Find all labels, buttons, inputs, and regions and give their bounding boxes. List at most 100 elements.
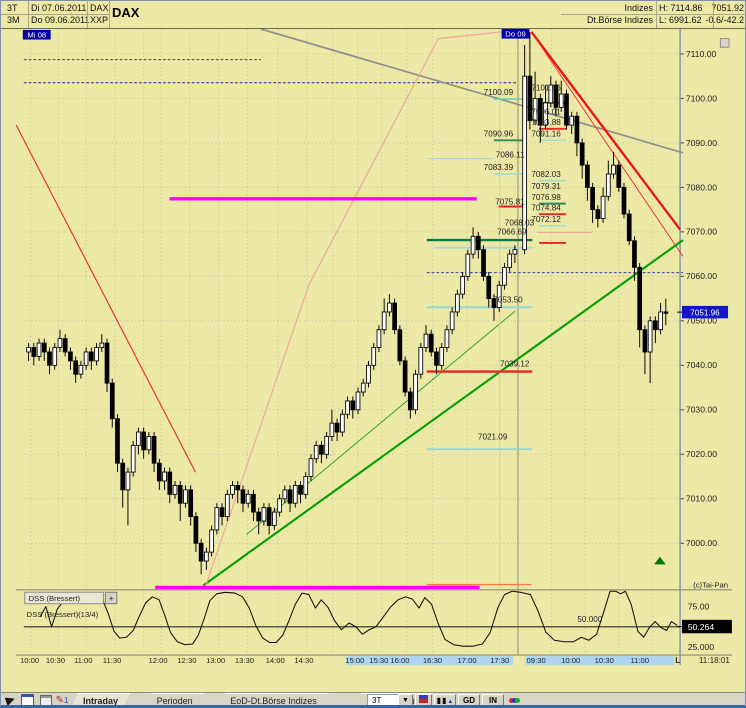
time-axis-label: 16:30 xyxy=(423,656,442,665)
time-highlight-band xyxy=(346,656,514,666)
calendar-icon[interactable] xyxy=(39,694,53,705)
annotation-tool-icon[interactable] xyxy=(3,694,17,705)
candle xyxy=(36,342,42,357)
dss-midline-value: 50.000 xyxy=(577,615,602,624)
price-axis-label: 7080.00 xyxy=(686,182,717,192)
plus-icon: + xyxy=(109,593,114,603)
candle xyxy=(486,275,492,300)
date-cell-1: Di 07.06.2011 xyxy=(31,3,87,13)
time-axis-label: 10:30 xyxy=(46,656,65,665)
candle xyxy=(532,97,538,122)
main-price-chart[interactable]: 7110.00 7100.00 7090.00 7080.00 7070.00 7060.… xyxy=(1,29,746,692)
candle xyxy=(569,115,575,126)
candle xyxy=(52,347,58,366)
candle xyxy=(261,507,267,522)
candle xyxy=(496,284,502,308)
price-change: -0.6/-42.2 xyxy=(705,15,744,25)
candle xyxy=(88,351,94,362)
price-level-label: 7083.39 xyxy=(484,163,514,172)
price-level-label: 7090.96 xyxy=(484,129,514,138)
dss-expand-button[interactable] xyxy=(104,591,118,605)
candle xyxy=(104,342,110,384)
price-level-label: 7021.09 xyxy=(478,433,508,442)
candle xyxy=(522,75,527,251)
time-axis-label: 10:00 xyxy=(20,656,39,665)
candle xyxy=(68,351,73,362)
in-indicator-button[interactable]: IN xyxy=(482,694,504,705)
gd-indicator-button[interactable]: GD xyxy=(458,694,480,705)
symbol-cell-1[interactable]: DAX xyxy=(90,3,109,13)
symbol-cell-2[interactable]: XXP xyxy=(90,15,109,25)
tab-eod-dt-b-rse-indizes[interactable]: EoD-Dt.Börse Indizes xyxy=(218,693,329,708)
candle xyxy=(156,462,162,482)
candle xyxy=(418,347,424,375)
dss-title: DSS (Bressert) xyxy=(29,594,81,603)
period-cell-2[interactable]: 3M xyxy=(7,15,20,25)
color-tools-icon[interactable] xyxy=(506,694,522,705)
period-cell-1[interactable]: 3T xyxy=(7,3,18,13)
table-window-icon[interactable] xyxy=(20,694,34,705)
dss-curve xyxy=(39,590,678,647)
candle xyxy=(251,493,256,513)
price-level-label: 7086.11 xyxy=(496,151,525,160)
tab-intraday[interactable]: Intraday xyxy=(71,693,130,708)
pencil-edit-icon[interactable]: ✎ 1 xyxy=(55,694,69,706)
price-axis-label: 7020.00 xyxy=(686,449,717,459)
time-axis-label: 15:30 xyxy=(369,656,388,665)
candle xyxy=(387,302,392,313)
date-cell-2: Do 09.06.2011 xyxy=(31,15,90,25)
price-level-label: 7096.01 xyxy=(531,107,561,116)
price-level-label: 7039.12 xyxy=(500,360,530,369)
candle xyxy=(600,195,606,219)
candle xyxy=(481,249,486,277)
candle xyxy=(585,164,590,188)
period-select-arrow-icon[interactable]: ▼ xyxy=(398,694,413,705)
candle xyxy=(455,293,460,313)
chart-header: 3T 3M Di 07.06.2011 Do 09.06.2011 DAX XX… xyxy=(1,1,745,29)
candle xyxy=(240,489,246,504)
zigzag-line xyxy=(204,31,502,588)
time-axis-label: 11:00 xyxy=(630,656,649,665)
candle xyxy=(663,311,669,314)
price-level-label: 7100.09 xyxy=(484,88,514,97)
chart-type-icon[interactable] xyxy=(415,694,432,705)
candle-zoom-icon[interactable]: ▮▮▲▼ xyxy=(434,694,456,705)
price-axis-label: 7040.00 xyxy=(686,360,717,370)
price-axis-label: 7100.00 xyxy=(686,93,717,103)
candle xyxy=(507,253,513,268)
day-label: Mi 08 xyxy=(27,31,46,40)
candle xyxy=(177,484,183,504)
candle xyxy=(78,364,84,375)
axis-expander-icon[interactable] xyxy=(719,38,730,48)
price-level-label: 7074.84 xyxy=(531,203,561,212)
candle xyxy=(188,489,194,517)
candle xyxy=(62,338,68,353)
candle xyxy=(470,235,476,255)
candle xyxy=(277,498,282,513)
candle xyxy=(141,431,146,451)
candle xyxy=(642,329,648,353)
candle xyxy=(558,93,564,108)
latency-indicator: L xyxy=(675,656,680,665)
candle xyxy=(193,516,199,544)
price-level-label: 7079.31 xyxy=(531,182,561,191)
price-axis-label: 7050.00 xyxy=(686,316,717,326)
candle xyxy=(230,484,235,495)
time-axis-label: 16:00 xyxy=(390,656,409,665)
candle xyxy=(319,444,324,455)
candle xyxy=(491,298,497,308)
gray-downtrend xyxy=(260,29,684,154)
tab-perioden[interactable]: Perioden xyxy=(145,693,205,708)
candle xyxy=(392,302,397,331)
candle xyxy=(590,186,595,211)
clock-label: 11:18:01 xyxy=(699,656,731,665)
price-level-label: 7076.98 xyxy=(531,193,561,202)
candle xyxy=(329,422,335,437)
candle xyxy=(313,444,319,460)
dss-value-tag: 50.264 xyxy=(688,622,715,632)
red-downtrend-thin xyxy=(530,31,684,257)
candle xyxy=(553,84,559,108)
candle xyxy=(543,102,548,126)
candle xyxy=(360,382,366,393)
